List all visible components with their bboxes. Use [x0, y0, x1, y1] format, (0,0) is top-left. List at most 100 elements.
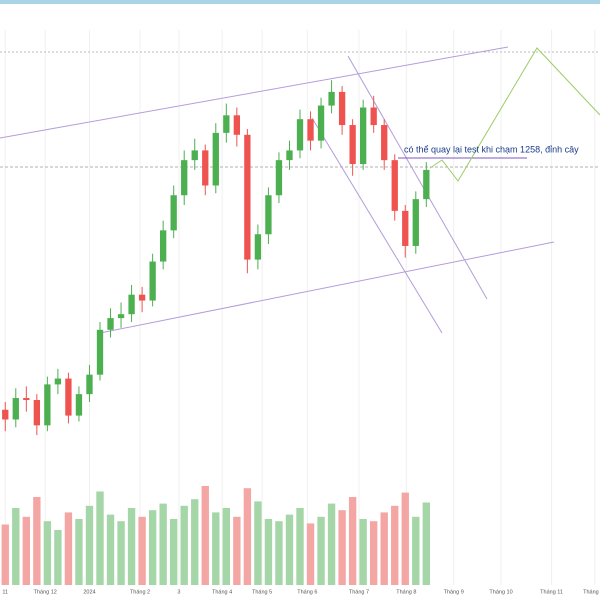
candle-body [86, 374, 93, 395]
candle-body [370, 107, 377, 126]
volume-bar [233, 516, 241, 585]
volume-bar [138, 516, 146, 585]
candle-body [360, 107, 367, 165]
candle-body [338, 91, 346, 126]
volume-bar [12, 508, 20, 585]
volume-bar [22, 516, 30, 585]
x-tick-label: Tháng 4 [212, 589, 232, 595]
candle-body [96, 329, 104, 375]
channel-upper [0, 46, 509, 139]
candle-body [138, 294, 146, 301]
volume-bar [401, 492, 409, 585]
candle-body [75, 394, 83, 416]
x-tick-label: Tháng 2 [130, 589, 150, 595]
candle-body [12, 398, 19, 420]
candle-body [128, 294, 135, 315]
candle-body [33, 400, 40, 426]
volume-bar [54, 530, 62, 585]
volume-bar [348, 497, 357, 585]
channel-lower [99, 241, 555, 334]
volume-bar [43, 521, 52, 585]
candle-body [202, 150, 209, 186]
volume-bar [191, 499, 199, 585]
candle-body [223, 115, 230, 133]
volume-bar [222, 508, 230, 585]
candle-body [181, 160, 188, 196]
candle-body [160, 230, 167, 262]
volume-bar [64, 512, 73, 585]
candle-body [381, 125, 388, 161]
volume-bar [212, 512, 220, 585]
x-tick-label: 3 [177, 589, 180, 595]
candle-body [23, 398, 30, 400]
candle-body [349, 125, 356, 165]
volume-bar [380, 512, 388, 585]
volume-bar [254, 501, 262, 585]
volume-bar [127, 508, 136, 585]
candle-body [328, 91, 335, 106]
candle-body [412, 199, 419, 246]
volume-bar [327, 503, 336, 585]
x-tick-label: Tháng 12 [583, 589, 600, 595]
candle-body [212, 132, 219, 186]
x-tick-label: Tháng 5 [252, 589, 272, 595]
x-tick-label: Tháng 9 [444, 589, 464, 595]
candle-body [107, 318, 114, 330]
candle-body [233, 115, 240, 135]
down-channel-lower [311, 117, 443, 334]
candle-body [65, 378, 72, 416]
plot [1, 80, 430, 585]
candle-body [296, 119, 304, 151]
x-tick-label: Tháng 8 [396, 589, 416, 595]
volume-bar [1, 524, 9, 585]
candle-body [2, 409, 9, 420]
volume-bar [391, 505, 399, 585]
candle-body [44, 384, 51, 426]
volume-bar [106, 514, 115, 585]
top-bar [0, 0, 600, 4]
volume-bar [243, 488, 252, 585]
volume-bar [359, 519, 367, 585]
annotation: có thể quay lại test khi chạm 1258, đỉnh… [404, 144, 579, 154]
volume-bar [264, 519, 273, 585]
volume-bar [370, 521, 378, 585]
x-tick-label: Tháng 10 [489, 589, 512, 595]
x-tick-label: Tháng 6 [297, 589, 317, 595]
candle-body [254, 234, 262, 260]
volume-bar [275, 521, 283, 585]
x-tick-label: Tháng 12 [34, 589, 57, 595]
candle-body [265, 195, 272, 235]
candle-body [149, 261, 156, 301]
volume-bar [422, 502, 430, 585]
volume-bar [412, 516, 420, 585]
volume-bar [296, 508, 304, 585]
x-tick-label: Tháng 7 [349, 589, 369, 595]
candle-body [391, 160, 398, 211]
projection-path [429, 47, 600, 182]
volume-bar [33, 497, 41, 585]
volume-bar [148, 510, 157, 585]
volume-bar [180, 505, 188, 585]
volume-bar [306, 523, 315, 585]
candle-body [423, 169, 430, 200]
down-channel-upper [347, 55, 488, 300]
volume-bar [96, 491, 104, 585]
candle-body [191, 150, 198, 161]
candle-body [275, 160, 283, 196]
volume-bar [117, 521, 125, 585]
volume-bar [85, 505, 94, 585]
candle-body [307, 119, 314, 141]
candle-body [170, 195, 177, 231]
candle-body [117, 314, 125, 319]
volume-bar [338, 510, 346, 585]
volume-bar [317, 516, 325, 585]
candle-body [286, 150, 293, 161]
x-tick-label: 2024 [83, 589, 95, 595]
x-tick-label: 11 [2, 589, 8, 595]
candle-body [317, 105, 325, 141]
candle-body [54, 378, 62, 385]
volume-bar [159, 503, 167, 585]
volume-bar [75, 519, 83, 585]
